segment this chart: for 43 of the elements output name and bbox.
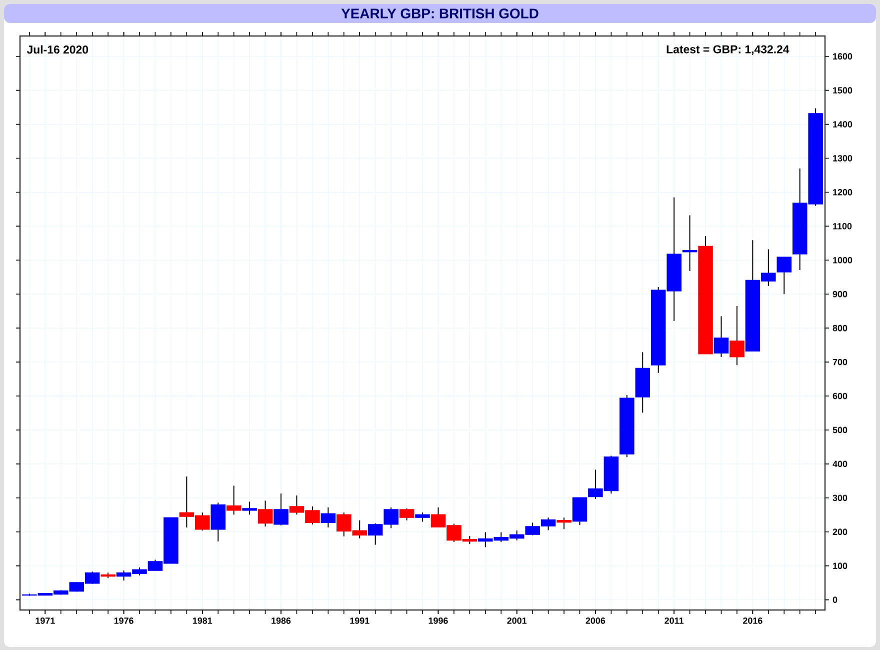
- x-tick-label: 1996: [428, 618, 448, 624]
- candlestick: [682, 214, 698, 272]
- chart-title: YEARLY GBP: BRITISH GOLD: [341, 8, 538, 18]
- y-tick-label: 1400: [833, 121, 852, 128]
- x-tick-label: 1981: [192, 618, 212, 624]
- annotation: Latest = GBP: 1,432.24: [666, 45, 790, 56]
- y-tick-label: 900: [832, 290, 848, 298]
- x-tick-label: 2011: [664, 618, 684, 624]
- candlestick: [556, 517, 572, 530]
- candlestick: [399, 508, 414, 521]
- y-tick-label: 0: [832, 596, 838, 603]
- y-tick-label: 400: [832, 460, 848, 468]
- candlestick: [242, 501, 257, 516]
- y-tick-label: 1500: [833, 87, 852, 94]
- y-tick-label: 700: [832, 358, 848, 366]
- candlestick: [320, 506, 336, 528]
- x-tick-label: 2016: [743, 618, 762, 624]
- candlestick: [274, 492, 288, 526]
- y-tick-label: 1300: [833, 155, 852, 162]
- y-tick-label: 1600: [833, 53, 852, 60]
- x-tick-label: 2001: [507, 618, 527, 624]
- y-tick-label: 800: [832, 324, 848, 332]
- candlestick: [258, 500, 273, 527]
- y-tick-label: 100: [833, 562, 848, 570]
- x-tick-label: 1991: [350, 618, 370, 624]
- candlestick: [572, 497, 588, 526]
- x-tick-label: 1976: [114, 618, 134, 624]
- y-tick-label: 600: [832, 392, 848, 400]
- y-tick-label: 1000: [833, 256, 852, 264]
- candlestick: [776, 256, 792, 295]
- x-tick-label: 2006: [586, 618, 606, 624]
- y-tick-label: 500: [832, 426, 848, 434]
- annotation: Jul-16 2020: [26, 45, 88, 54]
- candlestick: [714, 316, 729, 358]
- x-tick-label: 1971: [36, 618, 55, 624]
- candlestick: [415, 512, 430, 522]
- y-tick-label: 300: [832, 494, 848, 502]
- y-tick-label: 200: [832, 528, 848, 536]
- candlestick: [730, 306, 744, 366]
- candlestick: [226, 485, 242, 516]
- x-tick-label: 1986: [272, 618, 291, 624]
- y-tick-label: 1200: [833, 189, 852, 196]
- y-tick-label: 1100: [833, 223, 852, 230]
